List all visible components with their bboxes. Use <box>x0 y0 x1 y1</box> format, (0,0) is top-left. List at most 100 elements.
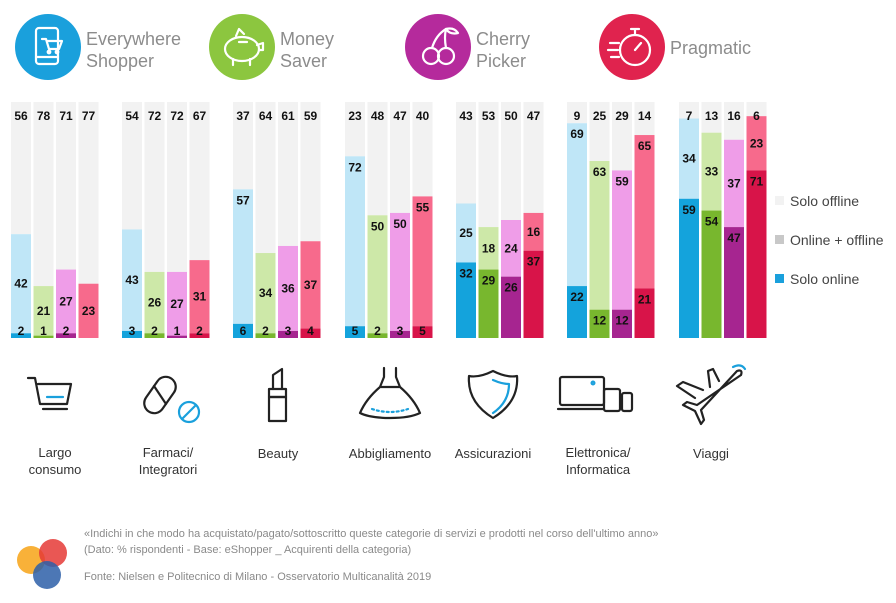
legend-label: Online + offline <box>790 232 884 248</box>
value-label-offline: 78 <box>37 109 51 123</box>
bar-online-offline <box>412 196 433 327</box>
pill-icon <box>143 375 201 424</box>
value-label-online: 1 <box>174 324 181 338</box>
bar-offline <box>412 102 433 197</box>
bar-online-offline <box>167 271 187 336</box>
bar-online-offline <box>390 212 410 331</box>
bar-online <box>122 330 142 338</box>
category-icons <box>26 364 747 426</box>
bar-online-offline <box>33 286 54 336</box>
value-label-online: 5 <box>419 324 426 338</box>
bar-online <box>11 333 31 338</box>
value-label-online: 2 <box>262 324 269 338</box>
bar-online <box>390 330 410 338</box>
footnote: «Indichi in che modo ha acquistato/pagat… <box>84 528 658 583</box>
category-label: Farmaci/ <box>143 445 194 460</box>
bar-offline <box>33 102 54 287</box>
bar-online-offline <box>478 227 499 270</box>
bar-online <box>456 262 476 338</box>
value-label-online: 26 <box>504 281 518 295</box>
bar-offline <box>634 102 655 136</box>
value-label-offline: 71 <box>59 109 73 123</box>
legend-label: Solo offline <box>790 193 859 209</box>
dress-icon <box>358 366 422 420</box>
bar-offline <box>78 102 99 284</box>
bar-offline <box>390 102 410 213</box>
bar-online-offline <box>634 135 655 289</box>
bar-online <box>255 333 276 338</box>
value-label-online: 22 <box>570 290 584 304</box>
value-label-offline: 14 <box>638 109 652 123</box>
category-label: Integratori <box>139 462 198 477</box>
value-label-offline: 47 <box>393 109 407 123</box>
bar-offline <box>278 102 298 246</box>
value-label-online: 47 <box>727 231 741 245</box>
persona-name-pragmatic: Pragmatic <box>670 38 751 58</box>
value-label-online: 29 <box>482 274 496 288</box>
bar-online <box>33 335 54 338</box>
value-label-online-offline: 50 <box>393 217 407 231</box>
bar-offline <box>746 102 767 117</box>
legend-label: Solo online <box>790 271 859 287</box>
bar-online-offline <box>679 118 699 199</box>
bar-online-offline <box>56 269 76 334</box>
bar-offline <box>122 102 142 230</box>
bar-online <box>701 210 722 338</box>
value-label-online: 12 <box>615 314 629 328</box>
category-label: Largo <box>38 445 71 460</box>
value-label-online: 59 <box>682 203 696 217</box>
bar-online-offline <box>367 215 388 334</box>
value-label-online: 2 <box>374 324 381 338</box>
value-label-online: 1 <box>40 324 47 338</box>
value-label-online-offline: 25 <box>459 226 473 240</box>
category-label: Elettronica/ <box>565 445 630 460</box>
value-label-online-offline: 65 <box>638 139 652 153</box>
bar-group-1: 54 43 3 72 26 2 72 27 1 67 31 2 <box>122 102 210 338</box>
value-label-online: 3 <box>129 324 136 338</box>
value-label-offline: 72 <box>170 109 184 123</box>
bar-online-offline <box>11 234 31 334</box>
bar-online <box>478 269 499 338</box>
bar-offline <box>11 102 31 235</box>
value-label-offline: 37 <box>236 109 250 123</box>
value-label-offline: 50 <box>504 109 518 123</box>
persona-name-cherry: Picker <box>476 51 526 71</box>
bar-online <box>367 333 388 338</box>
category-label: Assicurazioni <box>455 446 532 461</box>
value-label-offline: 40 <box>416 109 430 123</box>
legend-item: Online + offline <box>775 232 884 248</box>
bar-online-offline <box>724 139 744 228</box>
value-label-offline: 48 <box>371 109 385 123</box>
bar-offline <box>701 102 722 133</box>
footnote-base: (Dato: % rispondenti - Base: eShopper _ … <box>84 544 411 556</box>
value-label-online-offline: 37 <box>304 278 318 292</box>
devices-icon <box>556 375 634 413</box>
bar-offline <box>300 102 321 242</box>
value-label-online: 2 <box>196 324 203 338</box>
value-label-online-offline: 27 <box>170 297 184 311</box>
value-label-offline: 67 <box>193 109 207 123</box>
bar-offline <box>233 102 253 190</box>
bar-online-offline <box>746 116 767 171</box>
bar-online <box>167 335 187 338</box>
bar-online <box>345 326 365 338</box>
bar-group-0: 56 42 2 78 21 1 71 27 2 77 23 <box>11 102 99 338</box>
value-label-offline: 25 <box>593 109 607 123</box>
bar-online <box>412 326 433 338</box>
value-label-online-offline: 16 <box>527 225 541 239</box>
value-label-online-offline: 43 <box>125 273 139 287</box>
value-label-offline: 72 <box>148 109 162 123</box>
bar-offline <box>189 102 210 261</box>
persona-name-everywhere: Everywhere <box>86 29 181 49</box>
bar-offline <box>144 102 165 272</box>
bar-online <box>501 276 521 338</box>
bar-online-offline <box>589 161 610 310</box>
value-label-online: 3 <box>285 324 292 338</box>
shopping-cart-icon <box>26 376 73 411</box>
value-label-offline: 54 <box>125 109 139 123</box>
bar-offline <box>367 102 388 216</box>
value-label-online-offline: 31 <box>193 290 207 304</box>
value-label-offline: 7 <box>686 109 693 123</box>
persona-header-pragmatic: Pragmatic <box>599 14 751 80</box>
